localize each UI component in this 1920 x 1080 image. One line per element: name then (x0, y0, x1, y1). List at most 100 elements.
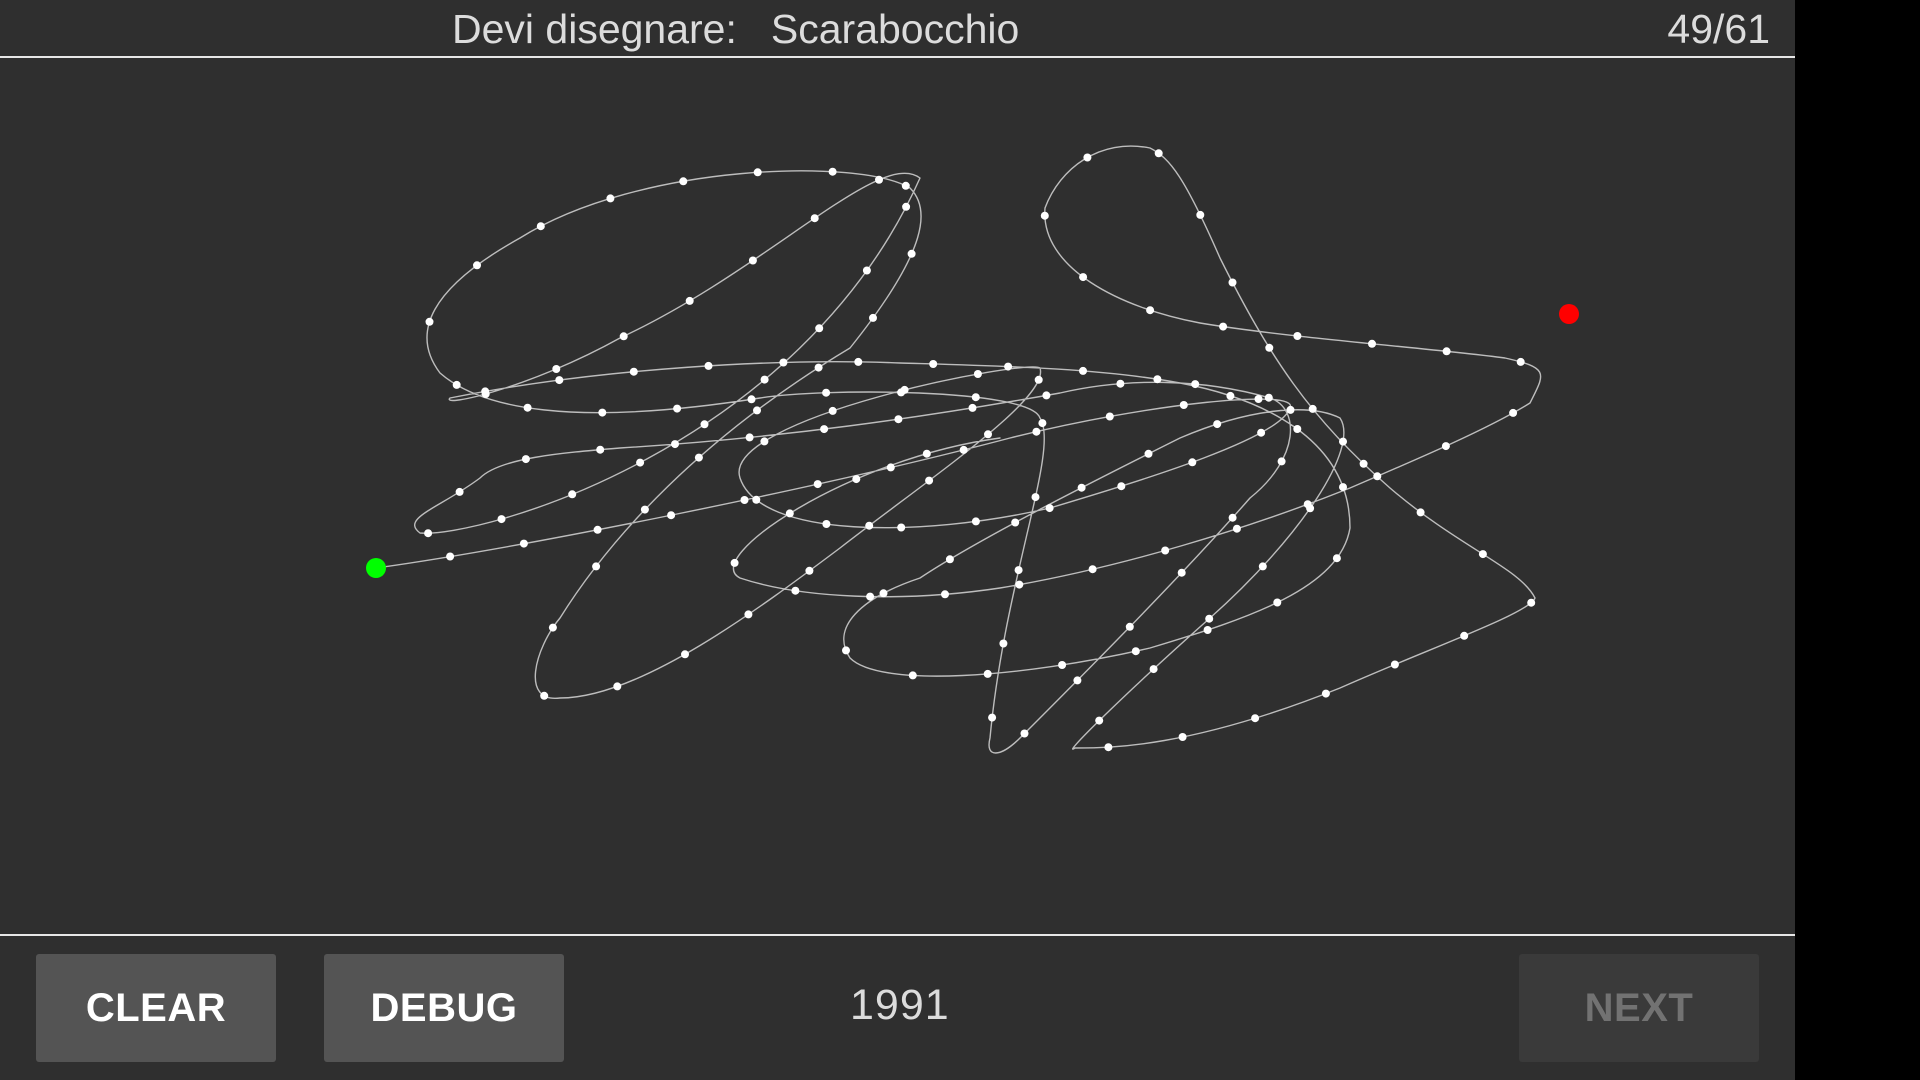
sample-point (455, 487, 464, 496)
sample-point (828, 167, 837, 176)
sample-point (424, 529, 433, 538)
sample-point (1014, 566, 1023, 575)
sample-point (481, 387, 490, 396)
sample-point (1032, 427, 1041, 436)
drawing-canvas[interactable] (0, 58, 1795, 934)
sample-point (815, 324, 824, 333)
sample-point (1095, 716, 1104, 725)
next-button[interactable]: NEXT (1519, 954, 1759, 1062)
drawing-app: Devi disegnare: Scarabocchio 49/61 CLEAR … (0, 0, 1795, 1080)
sample-point (968, 403, 977, 412)
sample-point (983, 669, 992, 678)
sample-point (1015, 580, 1024, 589)
sample-point (606, 194, 615, 203)
sample-point (1308, 404, 1317, 413)
sample-point (973, 370, 982, 378)
sample-point (497, 515, 506, 524)
sample-point (671, 440, 679, 449)
sample-points (424, 149, 1536, 752)
sample-point (897, 388, 906, 397)
start-point-marker (366, 558, 386, 578)
sample-point (810, 214, 819, 223)
sample-point (748, 256, 757, 265)
sample-point (1088, 565, 1097, 574)
sample-point (1441, 442, 1450, 451)
sample-point (852, 475, 861, 484)
sample-point (1205, 614, 1214, 623)
prompt-label: Devi disegnare: (452, 6, 737, 52)
sample-point (1339, 483, 1347, 492)
sample-point (1321, 689, 1330, 698)
sample-point (1177, 568, 1186, 577)
sample-point (971, 517, 980, 526)
sample-point (1390, 660, 1399, 669)
sample-point (596, 445, 605, 454)
sample-point (1273, 598, 1282, 607)
sample-point (1161, 546, 1170, 555)
sample-point (869, 313, 877, 322)
sample-point (568, 490, 577, 499)
sample-point (814, 363, 823, 372)
sample-point (908, 671, 917, 680)
sample-point (1257, 428, 1266, 437)
sample-point (828, 406, 837, 415)
sample-point (1203, 626, 1212, 634)
sample-point (1332, 554, 1341, 563)
drawn-stroke (375, 145, 1542, 754)
sample-point (813, 480, 822, 489)
sample-point (1196, 210, 1205, 219)
sample-point (1031, 493, 1040, 502)
sample-point (1442, 347, 1451, 356)
sample-point (523, 403, 532, 412)
sample-point (1079, 366, 1087, 375)
sample-point (629, 367, 638, 376)
sample-point (1105, 412, 1114, 421)
sample-point (679, 177, 688, 186)
sample-point (1011, 518, 1020, 527)
sample-point (1293, 425, 1302, 433)
progress-counter: 49/61 (1667, 6, 1770, 52)
sample-point (897, 523, 906, 532)
sample-point (875, 175, 883, 184)
sample-point (894, 415, 903, 424)
sample-point (1117, 482, 1126, 491)
sample-point (1104, 743, 1113, 752)
sample-point (1339, 437, 1347, 446)
sample-point (1277, 457, 1286, 466)
footer-divider (0, 934, 1795, 936)
sample-point (1073, 676, 1082, 685)
sample-point (1286, 405, 1295, 414)
sample-point (1254, 395, 1263, 403)
sample-point (984, 430, 992, 439)
sample-point (694, 453, 703, 462)
sample-point (636, 458, 645, 467)
sample-point (1038, 419, 1047, 428)
header-bar: Devi disegnare: Scarabocchio 49/61 (0, 0, 1795, 57)
sample-point (1034, 375, 1043, 384)
sample-point (752, 495, 761, 504)
sample-point (747, 395, 756, 404)
sample-point (862, 266, 871, 275)
sample-point (1058, 661, 1067, 669)
sample-point (922, 449, 931, 458)
clear-button[interactable]: CLEAR (36, 954, 276, 1062)
sample-point (865, 521, 874, 530)
sample-point (598, 408, 607, 417)
sample-point (842, 646, 850, 655)
sample-point (745, 433, 754, 442)
debug-button[interactable]: DEBUG (324, 954, 564, 1062)
screen-edge-strip (1795, 0, 1920, 1080)
sample-point (866, 592, 875, 601)
sample-point (1146, 306, 1155, 315)
sample-point (1153, 375, 1162, 384)
sample-point (760, 437, 769, 446)
sample-point (1460, 631, 1469, 640)
sample-point (854, 357, 863, 366)
sample-point (1125, 622, 1134, 631)
sample-point (619, 332, 628, 341)
sample-point (886, 463, 895, 472)
sample-point (540, 691, 549, 700)
sample-point (1251, 714, 1260, 723)
sample-point (548, 623, 557, 632)
sample-point (1045, 504, 1054, 513)
